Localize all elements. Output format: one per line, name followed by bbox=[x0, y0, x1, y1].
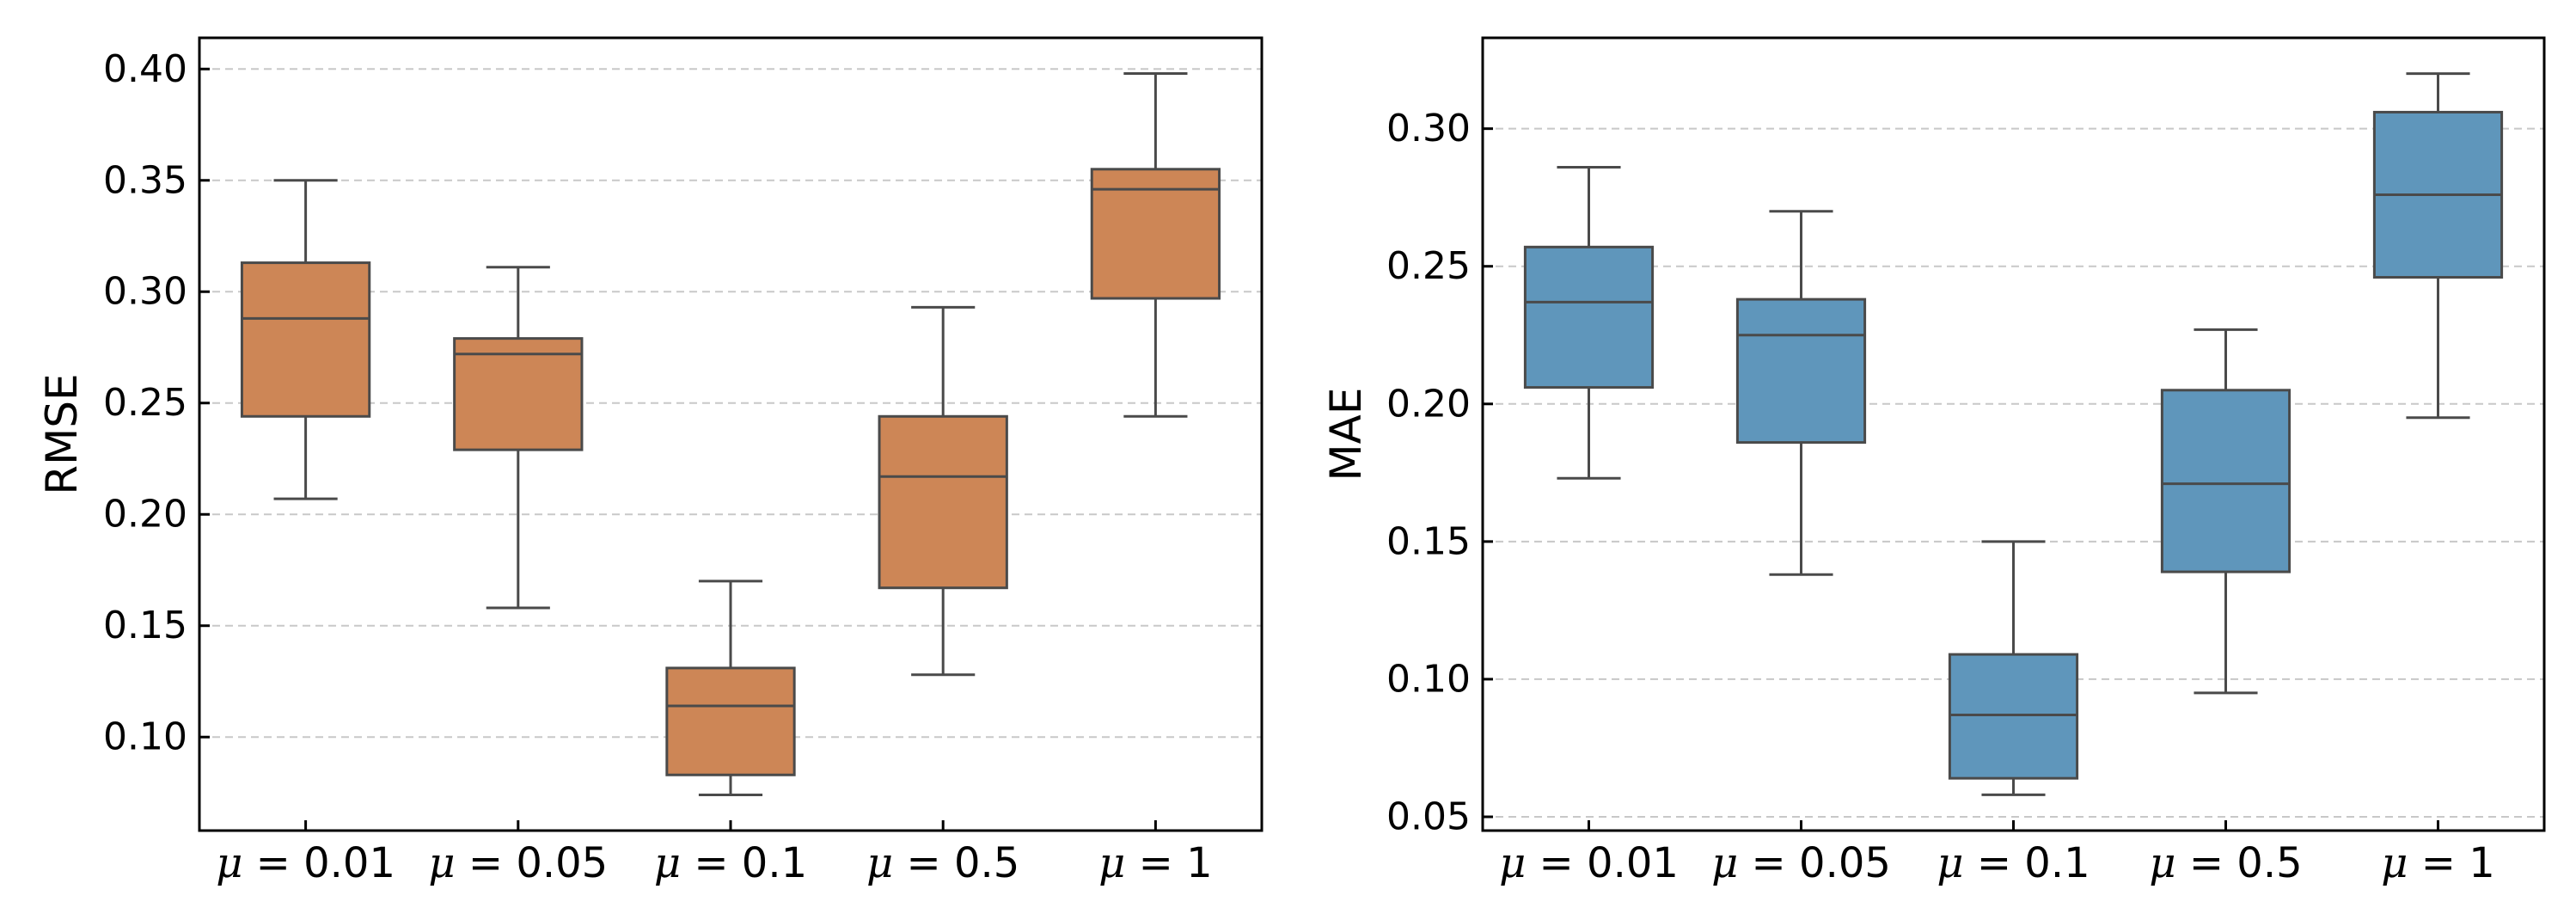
rmse-box bbox=[1090, 168, 1221, 300]
rmse-ytick-label: 0.35 bbox=[103, 158, 187, 202]
rmse-ytick-label: 0.25 bbox=[103, 381, 187, 425]
rmse-xtick-label: μ = 0.01 bbox=[216, 839, 395, 887]
mae-ytick-label: 0.30 bbox=[1386, 107, 1471, 150]
rmse-box bbox=[878, 414, 1008, 590]
rmse-xtick-label: μ = 1 bbox=[1098, 839, 1212, 887]
mae-xtick-label: μ = 0.1 bbox=[1937, 839, 2090, 887]
rmse-ytick-label: 0.15 bbox=[103, 604, 187, 647]
rmse-ylabel: RMSE bbox=[37, 373, 87, 494]
mae-xtick-label: μ = 0.05 bbox=[1711, 839, 1891, 887]
mae-ytick-label: 0.25 bbox=[1386, 244, 1471, 288]
mae-box-group bbox=[1948, 540, 2079, 796]
mae-xtick-label: μ = 0.01 bbox=[1499, 839, 1679, 887]
rmse-panel: 0.10 0.15 0.20 0.25 0.30 0.35 0.40 μ = 0.01 μ = … bbox=[37, 36, 1264, 887]
rmse-ytick-label: 0.20 bbox=[103, 493, 187, 537]
mae-ytick-label: 0.05 bbox=[1386, 794, 1471, 838]
rmse-box-group bbox=[240, 179, 371, 500]
mae-ytick-label: 0.20 bbox=[1386, 382, 1471, 426]
rmse-xtick-label: μ = 0.5 bbox=[866, 839, 1019, 887]
mae-box bbox=[1523, 245, 1655, 389]
mae-ylabel: MAE bbox=[1321, 388, 1371, 481]
rmse-box bbox=[665, 666, 796, 776]
rmse-box-group bbox=[665, 580, 796, 797]
rmse-box bbox=[453, 337, 584, 451]
mae-xtick-label: μ = 1 bbox=[2381, 839, 2494, 887]
mae-box-group bbox=[2372, 72, 2504, 420]
rmse-xtick-label: μ = 0.1 bbox=[654, 839, 807, 887]
rmse-box-group bbox=[878, 305, 1008, 677]
mae-ytick-label: 0.10 bbox=[1386, 657, 1471, 701]
rmse-ytick-label: 0.40 bbox=[103, 47, 187, 91]
rmse-ytick-label: 0.30 bbox=[103, 270, 187, 314]
mae-box-group bbox=[2160, 328, 2291, 695]
rmse-box-group bbox=[1090, 71, 1221, 418]
rmse-xtick-label: μ = 0.05 bbox=[428, 839, 608, 887]
mae-box bbox=[2160, 389, 2291, 573]
rmse-box-group bbox=[453, 266, 584, 610]
mae-box-group bbox=[1735, 210, 1867, 576]
mae-box-group bbox=[1523, 165, 1655, 480]
mae-panel: 0.05 0.10 0.15 0.20 0.25 0.30 μ = 0.01 μ = 0.05… bbox=[1321, 36, 2546, 887]
rmse-ytick-label: 0.10 bbox=[103, 715, 187, 759]
mae-ytick-label: 0.15 bbox=[1386, 519, 1471, 563]
mae-xtick-label: μ = 0.5 bbox=[2149, 839, 2302, 887]
mae-box bbox=[1948, 653, 2079, 780]
rmse-box bbox=[240, 261, 371, 418]
mae-box bbox=[1735, 297, 1867, 445]
